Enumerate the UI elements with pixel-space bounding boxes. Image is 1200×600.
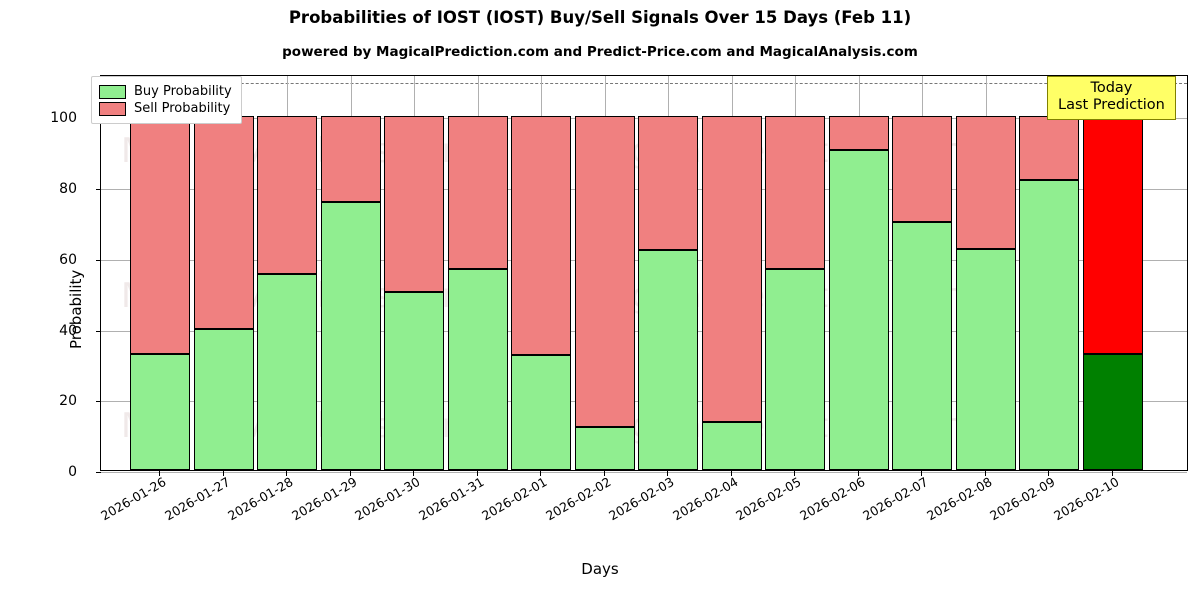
x-tick-mark — [603, 471, 605, 476]
bar-segment-sell[interactable] — [1082, 116, 1143, 355]
bar-segment-sell[interactable] — [892, 116, 952, 222]
bar-segment-sell[interactable] — [701, 116, 762, 423]
bar-segment-buy[interactable] — [320, 202, 381, 470]
today-annotation-line2: Last Prediction — [1058, 97, 1165, 114]
bar-stack[interactable] — [193, 74, 254, 470]
bar-stack[interactable] — [892, 74, 952, 470]
y-axis-label: Probability — [67, 269, 85, 349]
bar-segment-sell[interactable] — [257, 116, 317, 275]
bar-stack[interactable] — [638, 74, 698, 470]
chart-title: Probabilities of IOST (IOST) Buy/Sell Si… — [288, 8, 912, 27]
bar-segment-buy[interactable] — [828, 150, 889, 470]
y-tick-label: 60 — [59, 251, 77, 268]
x-tick-mark — [794, 471, 795, 476]
x-tick-mark — [159, 471, 160, 476]
bar-stack[interactable] — [1082, 74, 1143, 470]
bar-segment-sell[interactable] — [765, 116, 825, 270]
bar-stack[interactable] — [320, 74, 381, 470]
bar-segment-buy[interactable] — [765, 269, 825, 470]
bar-segment-sell[interactable] — [130, 116, 190, 355]
bar-segment-buy[interactable] — [257, 274, 317, 470]
bar-segment-buy[interactable] — [384, 291, 444, 470]
reference-line — [101, 83, 1187, 85]
bar-segment-buy[interactable] — [1082, 354, 1143, 470]
bar-segment-buy[interactable] — [1019, 180, 1079, 470]
bar-segment-sell[interactable] — [828, 116, 889, 151]
bar-segment-sell[interactable] — [447, 116, 508, 270]
x-tick-mark — [540, 471, 541, 476]
x-tick-mark — [984, 471, 986, 476]
x-tick-mark — [413, 471, 414, 476]
bar-stack[interactable] — [574, 74, 635, 470]
bar-segment-buy[interactable] — [638, 250, 698, 470]
bar-segment-sell[interactable] — [638, 116, 698, 251]
bar-segment-sell[interactable] — [384, 116, 444, 292]
bar-segment-buy[interactable] — [892, 221, 952, 470]
x-tick-mark — [730, 471, 732, 476]
bar-stack[interactable] — [447, 74, 508, 470]
x-tick-mark — [921, 471, 922, 476]
legend-swatch-buy-icon — [99, 84, 126, 99]
x-tick-mark — [857, 471, 859, 476]
bar-segment-sell[interactable] — [320, 116, 381, 203]
bar-segment-buy[interactable] — [130, 354, 190, 470]
y-tick-mark — [96, 472, 101, 473]
y-tick-label: 20 — [59, 393, 77, 410]
plot-area: MagicalAnalysis.comMagicalPrediction.com… — [50, 74, 1188, 480]
bar-segment-buy[interactable] — [447, 269, 508, 470]
bar-segment-buy[interactable] — [574, 427, 635, 470]
y-tick-mark — [96, 189, 101, 191]
bar-segment-sell[interactable] — [1019, 116, 1079, 181]
y-tick-label: 100 — [50, 110, 77, 127]
y-tick-label: 80 — [59, 181, 77, 198]
bar-segment-sell[interactable] — [574, 116, 635, 428]
chart-legend: Buy Probability Sell Probability — [91, 76, 242, 124]
bar-segment-buy[interactable] — [955, 249, 1016, 470]
y-tick-label: 0 — [68, 464, 77, 480]
x-tick-mark — [286, 471, 287, 476]
y-tick-mark — [96, 330, 101, 332]
x-tick-mark — [349, 471, 351, 476]
grid-line-horizontal — [101, 472, 1187, 473]
bar-segment-sell[interactable] — [193, 116, 254, 329]
x-tick-mark — [1048, 471, 1049, 476]
legend-label-buy: Buy Probability — [134, 84, 232, 99]
x-tick-mark — [1111, 471, 1113, 476]
bar-stack[interactable] — [765, 74, 825, 470]
bar-stack[interactable] — [701, 74, 762, 470]
bar-segment-buy[interactable] — [511, 355, 571, 470]
x-axis-label: Days — [581, 560, 619, 578]
x-tick-mark — [667, 471, 668, 476]
chart-subtitle: powered by MagicalPrediction.com and Pre… — [282, 44, 918, 60]
bar-stack[interactable] — [257, 74, 317, 470]
legend-item-sell[interactable]: Sell Probability — [99, 101, 232, 116]
legend-item-buy[interactable]: Buy Probability — [99, 84, 232, 99]
legend-swatch-sell-icon — [99, 101, 126, 116]
x-tick-mark — [476, 471, 478, 476]
bar-stack[interactable] — [828, 74, 889, 470]
y-tick-label: 40 — [59, 322, 77, 339]
bar-stack[interactable] — [384, 74, 444, 470]
today-annotation: Today Last Prediction — [1047, 76, 1176, 121]
legend-label-sell: Sell Probability — [134, 101, 231, 116]
bar-stack[interactable] — [130, 74, 190, 470]
bar-segment-buy[interactable] — [701, 422, 762, 470]
bar-segment-sell[interactable] — [955, 116, 1016, 250]
y-tick-mark — [96, 401, 101, 403]
x-tick-mark — [222, 471, 224, 476]
bar-segment-sell[interactable] — [511, 116, 571, 356]
y-tick-mark — [96, 259, 101, 261]
today-annotation-line1: Today — [1090, 80, 1133, 96]
bar-stack[interactable] — [955, 74, 1016, 470]
bar-stack[interactable] — [1019, 74, 1079, 470]
bar-segment-buy[interactable] — [193, 328, 254, 470]
bar-stack[interactable] — [511, 74, 571, 470]
